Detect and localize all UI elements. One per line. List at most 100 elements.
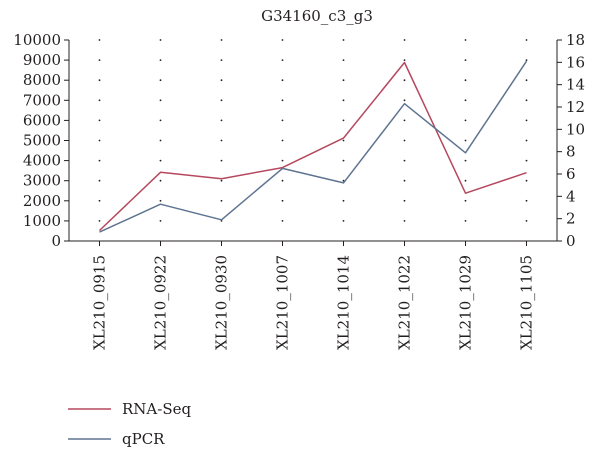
grid-dot (525, 119, 528, 122)
grid-dot (403, 39, 406, 41)
grid-dot (464, 179, 467, 182)
grid-dot (525, 159, 528, 162)
chart-title: G34160_c3_g3 (261, 7, 373, 25)
grid-dot (342, 39, 345, 41)
right-tick-label: 10 (566, 120, 585, 138)
series-line-qpcr (99, 60, 528, 233)
left-tick-label: 5000 (23, 132, 61, 150)
grid-dot (342, 139, 345, 142)
legend: RNA-Seq qPCR (68, 400, 191, 448)
grid-dot (281, 220, 284, 222)
grid-dot (98, 199, 101, 202)
grid-dot (98, 59, 101, 61)
grid-dot (159, 159, 162, 162)
grid-dot (159, 199, 162, 202)
grid-dot (98, 179, 101, 182)
grid-dot (403, 59, 406, 61)
right-tick-label: 14 (566, 76, 585, 94)
grid-dot (525, 99, 528, 102)
grid-dot (403, 199, 406, 202)
axes (68, 40, 558, 242)
grid-dot (403, 119, 406, 122)
grid-dot (98, 159, 101, 162)
grid-dot (403, 159, 406, 162)
grid-dot (98, 39, 101, 41)
left-axis-ticks: 0 1000 2000 3000 4000 5000 6000 7000 8000 9000 100… (13, 31, 69, 250)
grid-dot (281, 119, 284, 122)
right-tick-label: 8 (566, 143, 576, 161)
x-tick-label: XL210_1022 (396, 255, 414, 350)
x-tick-label: XL210_1007 (274, 255, 292, 350)
grid-dot (342, 59, 345, 61)
grid-dot (159, 119, 162, 122)
grid-dot (159, 59, 162, 61)
grid-dot (464, 159, 467, 162)
grid-dot (220, 39, 223, 41)
grid-dot (220, 199, 223, 202)
grid-dot (159, 220, 162, 222)
grid-dot (342, 220, 345, 222)
grid-dot (220, 59, 223, 61)
left-tick-label: 9000 (23, 51, 61, 69)
grid-dot (281, 199, 284, 202)
x-tick-label: XL210_1105 (518, 255, 536, 350)
x-tick-label: XL210_0922 (152, 255, 170, 350)
grid-dot (525, 220, 528, 222)
grid-dot (98, 139, 101, 142)
grid-dot (159, 79, 162, 82)
left-tick-label: 1000 (23, 212, 61, 230)
grid-dot (525, 39, 528, 41)
left-tick-label: 6000 (23, 111, 61, 129)
grid-dot (403, 139, 406, 142)
grid-dot (159, 39, 162, 41)
right-tick-label: 0 (566, 232, 576, 250)
series-lines (98, 60, 528, 233)
right-tick-label: 12 (566, 98, 585, 116)
grid-dot (403, 220, 406, 222)
left-tick-label: 0 (51, 232, 61, 250)
grid-dot (403, 99, 406, 102)
grid-dot (403, 79, 406, 82)
grid-dot (403, 179, 406, 182)
grid-dot (220, 119, 223, 122)
grid-dot (525, 139, 528, 142)
left-tick-label: 7000 (23, 91, 61, 109)
left-tick-label: 8000 (23, 71, 61, 89)
left-tick-label: 10000 (13, 31, 61, 49)
grid-dot (159, 139, 162, 142)
grid-dot (281, 139, 284, 142)
grid-dot (281, 99, 284, 102)
grid-dot (525, 179, 528, 182)
grid-dot (464, 220, 467, 222)
grid-dot (220, 99, 223, 102)
legend-label: qPCR (122, 430, 165, 448)
x-axis-ticks: XL210_0915 XL210_0922 XL210_0930 XL210_1007… (91, 241, 536, 350)
x-tick-label: XL210_0930 (213, 255, 231, 350)
grid-dot (342, 119, 345, 122)
legend-label: RNA-Seq (122, 400, 191, 418)
grid-dot (159, 99, 162, 102)
right-tick-label: 4 (566, 187, 576, 205)
grid-dot (281, 179, 284, 182)
grid-dot (342, 79, 345, 82)
grid-dot (464, 39, 467, 41)
grid-dot (464, 59, 467, 61)
grid-dot (281, 59, 284, 61)
right-tick-label: 2 (566, 210, 576, 228)
grid-dot (281, 79, 284, 82)
grid-dot (281, 39, 284, 41)
grid-dot (98, 99, 101, 102)
grid (98, 39, 528, 222)
grid-dot (281, 159, 284, 162)
grid-dot (464, 99, 467, 102)
right-tick-label: 18 (566, 31, 585, 49)
x-tick-label: XL210_1029 (457, 255, 475, 350)
grid-dot (464, 119, 467, 122)
grid-dot (98, 119, 101, 122)
right-tick-label: 16 (566, 53, 585, 71)
x-tick-label: XL210_1014 (335, 255, 353, 350)
grid-dot (342, 159, 345, 162)
series-line-rna-seq (98, 61, 527, 232)
right-axis-ticks: 0 2 4 6 8 10 12 14 16 18 (557, 31, 585, 250)
